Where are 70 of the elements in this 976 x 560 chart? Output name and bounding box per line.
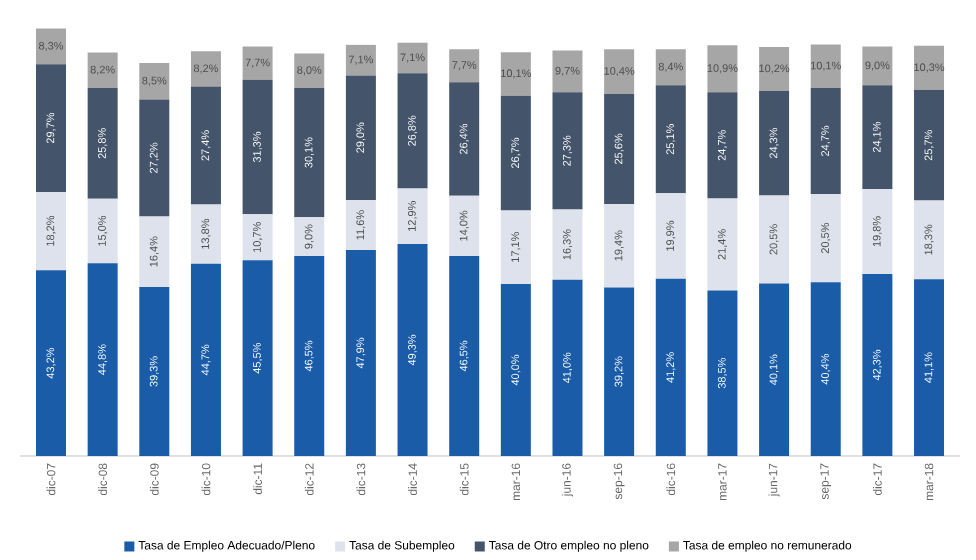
bar	[500, 210, 531, 284]
bar	[449, 255, 480, 456]
bar	[294, 255, 325, 456]
bar	[139, 216, 170, 287]
bar	[397, 243, 428, 456]
bar	[810, 44, 841, 88]
bar	[397, 42, 428, 74]
bar	[294, 87, 325, 218]
bar	[759, 283, 790, 456]
bar	[552, 92, 583, 210]
bar	[500, 95, 531, 211]
bar	[810, 282, 841, 456]
bar	[914, 279, 945, 456]
bar	[87, 263, 118, 456]
bar	[87, 87, 118, 199]
bar	[397, 188, 428, 244]
bar	[810, 193, 841, 283]
bar	[87, 52, 118, 88]
bar	[552, 209, 583, 280]
bar	[604, 203, 635, 288]
bar	[139, 286, 170, 456]
bar	[655, 49, 686, 86]
bar	[242, 214, 273, 261]
bar	[345, 44, 376, 76]
bar	[36, 64, 66, 192]
bar	[707, 45, 738, 93]
bar	[190, 204, 221, 264]
bar	[242, 79, 273, 215]
bar	[190, 86, 221, 205]
bar	[552, 50, 583, 93]
bar	[294, 53, 325, 88]
bar	[449, 49, 480, 83]
bar	[862, 85, 893, 189]
bar	[759, 195, 790, 284]
bar	[914, 200, 945, 280]
bar	[345, 75, 376, 200]
bar	[345, 199, 376, 250]
bar	[139, 99, 170, 217]
bar	[707, 198, 738, 291]
bar	[139, 62, 170, 100]
bar	[190, 263, 221, 456]
bar	[36, 270, 66, 456]
bar	[604, 287, 635, 456]
bar	[397, 73, 428, 189]
bar	[914, 45, 945, 90]
bar	[862, 46, 893, 86]
bar	[655, 278, 686, 456]
bar	[707, 92, 738, 199]
bar	[655, 193, 686, 279]
bar	[449, 195, 480, 256]
bar	[500, 283, 531, 456]
bar	[242, 260, 273, 456]
bar	[759, 90, 790, 196]
bar	[604, 93, 635, 204]
bar	[190, 51, 221, 87]
bar	[862, 273, 893, 456]
bar	[500, 52, 531, 96]
bar	[810, 87, 841, 194]
bar	[552, 279, 583, 456]
bar	[36, 28, 66, 65]
bar	[707, 290, 738, 456]
bar	[655, 85, 686, 194]
bar	[36, 191, 66, 271]
bar	[449, 82, 480, 196]
bar	[294, 217, 325, 256]
bar	[87, 198, 118, 264]
bar	[862, 188, 893, 274]
bar	[345, 249, 376, 456]
bar	[914, 89, 945, 201]
bar	[242, 46, 273, 80]
